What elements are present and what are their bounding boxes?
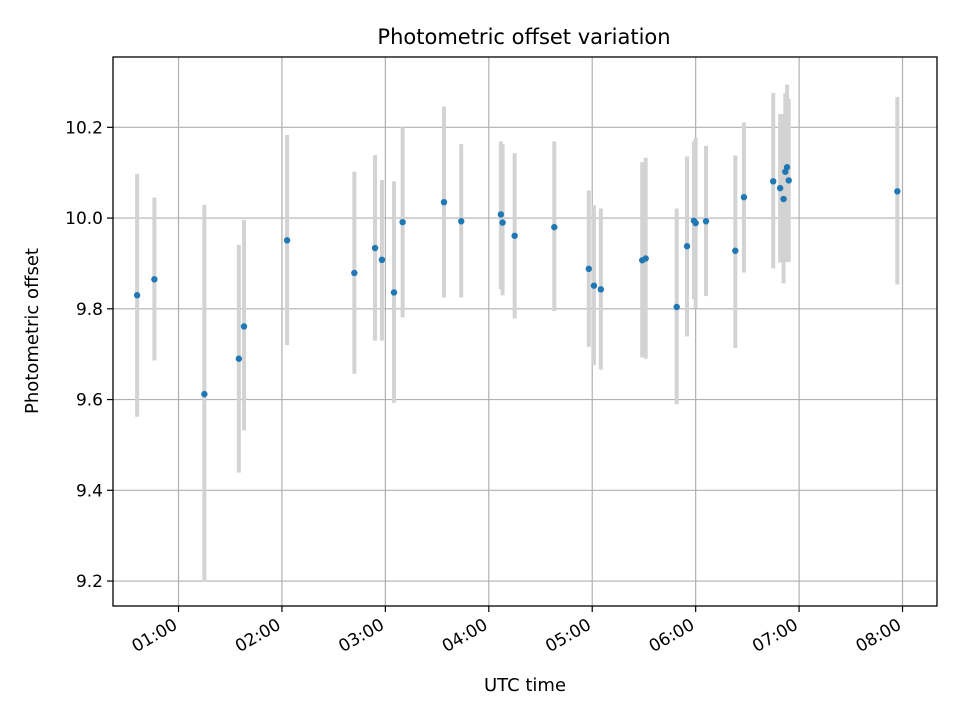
plot-area-frame xyxy=(112,56,938,607)
y-axis-ticks: 9.2 9.4 9.6 9.8 10.0 10.2 xyxy=(65,118,113,592)
y-axis-title: Photometric offset xyxy=(22,248,43,414)
data-point xyxy=(551,223,558,231)
data-point xyxy=(399,218,406,226)
data-point xyxy=(894,188,901,195)
data-point xyxy=(283,237,291,244)
data-point xyxy=(732,247,739,254)
data-point xyxy=(351,269,358,277)
chart-title: Photometric offset variation xyxy=(377,25,670,49)
data-point xyxy=(240,323,248,330)
data-point xyxy=(776,184,784,192)
data-point xyxy=(590,282,598,289)
data-point xyxy=(780,195,787,203)
data-point xyxy=(770,178,777,185)
data-point xyxy=(499,219,506,226)
data-point xyxy=(133,292,141,299)
data-point xyxy=(673,303,680,311)
data-point xyxy=(235,355,243,362)
data-points xyxy=(133,164,901,398)
y-tick-label: 10.2 xyxy=(65,118,103,138)
data-point xyxy=(597,286,605,293)
y-tick-label: 9.4 xyxy=(76,481,103,501)
data-point xyxy=(151,276,158,283)
data-point xyxy=(390,289,398,296)
data-point xyxy=(783,164,791,171)
y-tick-label: 9.2 xyxy=(76,572,103,592)
data-point xyxy=(458,218,465,225)
data-point xyxy=(497,211,505,218)
data-point xyxy=(740,193,748,201)
x-axis-title: UTC time xyxy=(484,675,566,696)
data-point xyxy=(692,219,699,227)
y-tick-label: 9.6 xyxy=(76,391,103,411)
y-tick-label: 9.8 xyxy=(76,300,103,320)
y-tick-label: 10.0 xyxy=(65,209,103,229)
data-point xyxy=(785,177,792,184)
data-point xyxy=(201,390,208,398)
data-point xyxy=(440,198,448,206)
data-point xyxy=(371,244,379,252)
data-point xyxy=(511,232,518,239)
data-point xyxy=(585,265,592,273)
data-point xyxy=(683,243,691,250)
data-point xyxy=(702,218,710,225)
data-point xyxy=(378,256,386,264)
data-point xyxy=(642,255,649,262)
